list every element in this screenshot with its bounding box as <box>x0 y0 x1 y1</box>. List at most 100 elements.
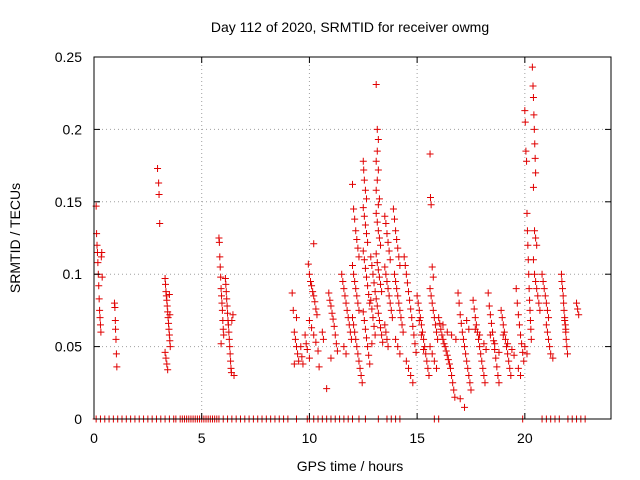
data-point-285 <box>415 317 423 325</box>
data-point-381 <box>507 372 515 380</box>
data-point-235 <box>382 328 390 336</box>
y-tick-label-4: 0.2 <box>63 121 83 137</box>
data-point-251 <box>397 314 405 322</box>
data-point-433 <box>539 277 547 285</box>
data-point-197 <box>374 166 382 174</box>
data-point-122 <box>339 277 347 285</box>
data-point-258 <box>401 262 409 270</box>
data-point-180 <box>366 360 374 368</box>
data-point-448 <box>559 292 567 300</box>
x-tick-label-0: 0 <box>90 430 98 446</box>
data-point-146 <box>355 306 363 314</box>
data-point-239 <box>391 215 399 223</box>
data-point-4 <box>94 259 102 267</box>
data-point-182 <box>368 262 376 270</box>
data-point-192 <box>372 81 380 89</box>
data-point-317 <box>448 372 456 380</box>
data-point-268 <box>412 348 420 356</box>
data-point-336 <box>466 379 474 387</box>
data-point-39 <box>161 348 169 356</box>
data-point-228 <box>383 277 391 285</box>
data-point-213 <box>372 295 380 303</box>
data-point-121 <box>338 270 346 278</box>
data-point-61 <box>223 295 231 303</box>
data-point-256 <box>396 350 404 358</box>
data-point-242 <box>394 244 402 252</box>
data-point-50 <box>217 285 225 293</box>
data-point-166 <box>364 238 372 246</box>
data-point-295 <box>428 299 436 307</box>
data-point-311 <box>441 343 449 351</box>
data-point-260 <box>403 279 411 287</box>
data-point-439 <box>542 321 550 329</box>
data-point-138 <box>354 244 362 252</box>
data-point-116 <box>331 331 339 339</box>
data-point-201 <box>374 201 382 209</box>
data-point-206 <box>377 241 385 249</box>
data-point-380 <box>506 364 514 372</box>
data-point-167 <box>359 247 367 255</box>
data-point-398 <box>522 147 530 155</box>
data-point-444 <box>549 354 557 362</box>
data-point-104 <box>314 347 322 355</box>
data-point-232 <box>387 306 395 314</box>
data-point-329 <box>458 328 466 336</box>
data-point-434 <box>540 285 548 293</box>
data-point-274 <box>414 299 422 307</box>
data-point-19 <box>112 335 120 343</box>
data-point-211 <box>377 280 385 288</box>
data-point-279 <box>420 335 428 343</box>
data-point-100 <box>305 317 313 325</box>
data-point-386 <box>512 285 520 293</box>
data-point-402 <box>524 241 532 249</box>
data-point-170 <box>363 273 371 281</box>
data-point-459 <box>573 299 581 307</box>
data-point-27 <box>162 280 170 288</box>
data-point-331 <box>461 343 469 351</box>
data-point-24 <box>155 191 163 199</box>
data-point-191 <box>368 340 376 348</box>
data-point-120 <box>323 385 331 393</box>
data-point-162 <box>359 204 367 212</box>
data-point-373 <box>498 314 506 322</box>
data-point-430 <box>535 299 543 307</box>
y-tick-label-5: 0.25 <box>55 49 82 65</box>
data-point-237 <box>384 343 392 351</box>
data-point-388 <box>514 311 522 319</box>
data-point-44 <box>166 311 174 319</box>
data-point-161 <box>363 195 371 203</box>
plot-frame <box>93 56 612 420</box>
data-point-271 <box>407 372 415 380</box>
data-point-152 <box>354 350 362 358</box>
data-point-283 <box>424 364 432 372</box>
data-point-334 <box>464 364 472 372</box>
data-point-284 <box>425 372 433 380</box>
data-point-43 <box>165 290 173 298</box>
data-point-413 <box>528 63 536 71</box>
data-point-288 <box>426 150 434 158</box>
data-point-245 <box>391 270 399 278</box>
data-point-82 <box>295 357 303 365</box>
data-point-421 <box>529 183 537 191</box>
data-point-323 <box>448 331 456 339</box>
data-point-360 <box>486 311 494 319</box>
data-point-76 <box>288 289 296 297</box>
data-point-291 <box>428 263 436 271</box>
data-point-306 <box>436 319 444 327</box>
data-point-370 <box>491 340 499 348</box>
data-point-67 <box>225 335 233 343</box>
data-point-204 <box>374 227 382 235</box>
data-point-458 <box>562 325 570 333</box>
data-point-23 <box>155 179 163 187</box>
data-point-234 <box>381 321 389 329</box>
data-point-118 <box>333 347 341 355</box>
data-point-168 <box>360 256 368 264</box>
data-point-2 <box>93 241 101 249</box>
data-point-411 <box>521 343 529 351</box>
data-point-149 <box>351 328 359 336</box>
y-tick-label-1: 0.05 <box>55 339 82 355</box>
data-point-227 <box>382 270 390 278</box>
data-point-241 <box>393 235 401 243</box>
data-point-145 <box>354 299 362 307</box>
data-point-124 <box>341 292 349 300</box>
